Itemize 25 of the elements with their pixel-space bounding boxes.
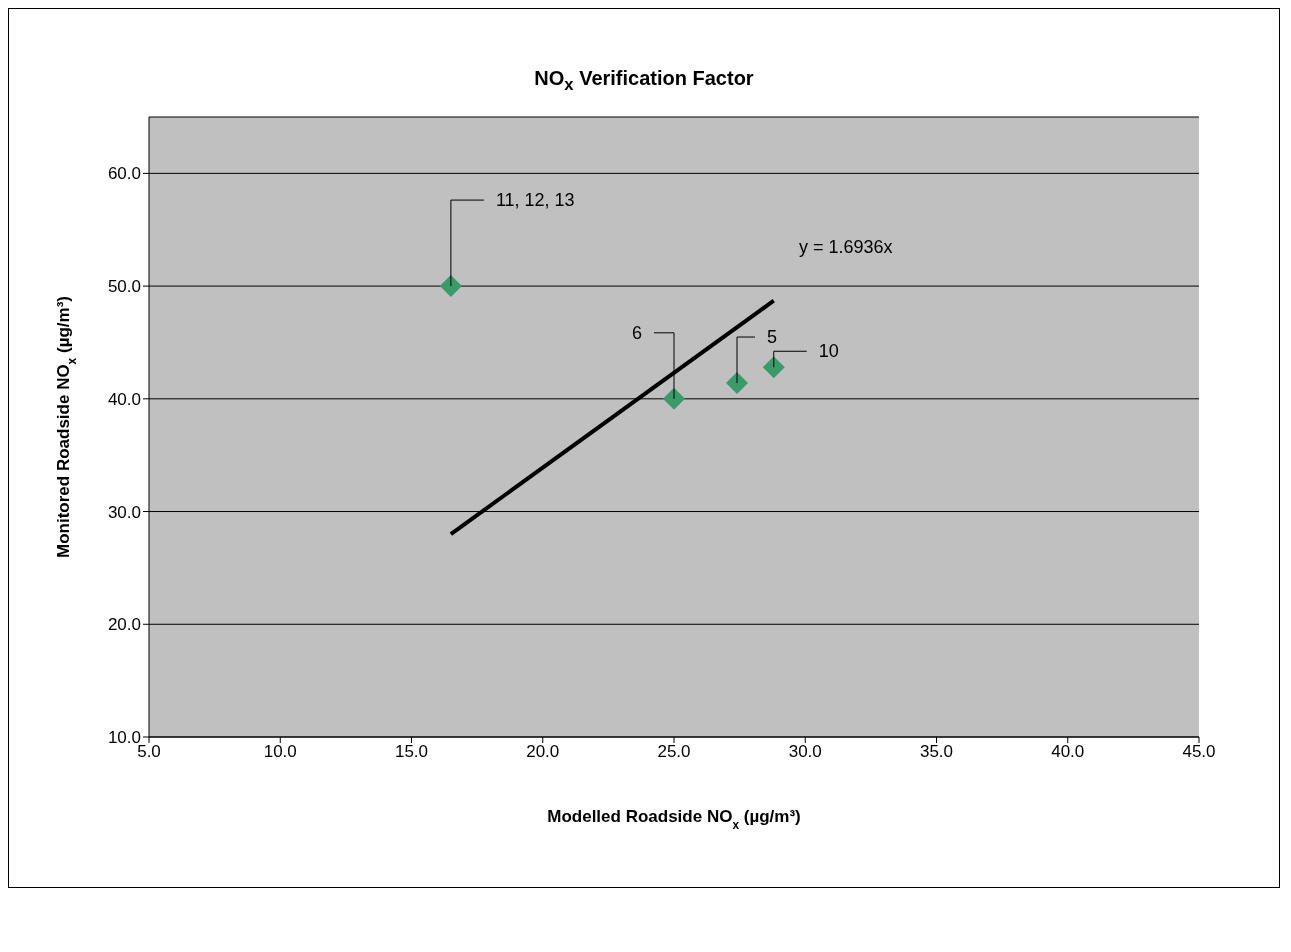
annotation: 10 [818,341,839,362]
x-tick-label: 45.0 [1182,742,1216,762]
annotation: 5 [767,327,778,348]
y-tick-label: 40.0 [107,389,141,409]
y-tick-label: 30.0 [107,502,141,522]
y-tick-label: 60.0 [107,164,141,184]
x-tick-label: 15.0 [394,742,429,762]
point [726,372,748,395]
x-tick-label: 10.0 [263,742,297,762]
annotation: 11, 12, 13 [495,190,575,211]
x-tick-label: 40.0 [1051,742,1085,762]
chart-title: NO$_{x}$ Verification Factor [533,67,755,95]
x-tick-label: 35.0 [919,742,954,762]
point [663,387,685,410]
y-tick-label: 20.0 [107,615,141,635]
y-tick-label: 50.0 [107,277,141,297]
x-tick-label: 5.0 [137,742,161,762]
x-tick-label: 30.0 [788,742,822,762]
x-tick-label: 20.0 [526,742,560,762]
point [762,356,785,379]
x-axis-title: Modelled Roadside NO$_{x}$ (µg/m³) [547,807,801,832]
annotation: y = 1.6936x [799,237,893,258]
point [439,275,462,298]
annotation: 6 [631,322,642,343]
x-tick-label: 25.0 [657,742,691,762]
